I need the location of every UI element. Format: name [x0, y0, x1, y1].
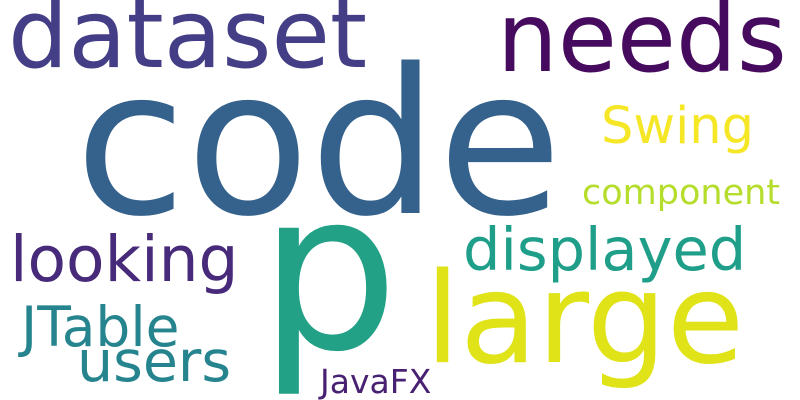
- word-jtable: JTable: [21, 295, 180, 359]
- word-users: users: [77, 329, 232, 395]
- word-looking: looking: [10, 223, 239, 296]
- word-large: large: [425, 245, 745, 392]
- word-displayed: displayed: [463, 215, 747, 284]
- word-p: p: [259, 144, 399, 400]
- word-javafx: JavaFX: [320, 362, 432, 400]
- word-code: code: [75, 25, 563, 261]
- word-needs: needs: [497, 0, 787, 94]
- word-swing: Swing: [601, 97, 754, 156]
- word-component: component: [582, 173, 781, 213]
- word-dataset: dataset: [8, 0, 368, 90]
